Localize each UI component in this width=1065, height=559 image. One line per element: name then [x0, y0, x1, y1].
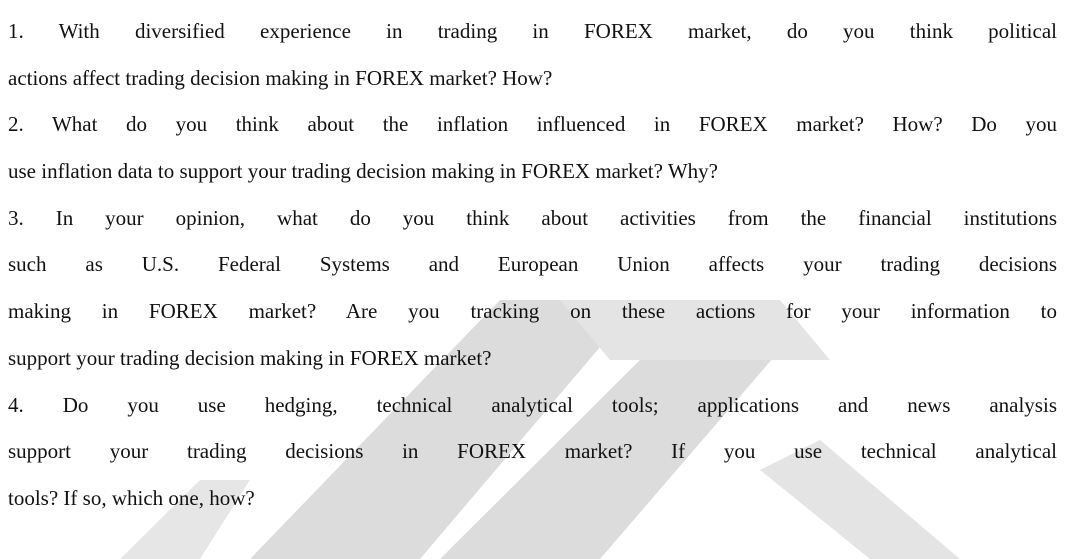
text-line: support your trading decisions in FOREX … [8, 439, 1057, 464]
text-line: actions affect trading decision making i… [8, 65, 553, 90]
question: 1. With diversified experience in tradin… [8, 8, 1057, 101]
text-line: 3. In your opinion, what do you think ab… [8, 205, 1057, 230]
watermark-shape [760, 440, 960, 559]
question: 2. What do you think about the inflation… [8, 101, 1057, 194]
question: 4. Do you use hedging, technical analyti… [8, 382, 1057, 522]
text-line: use inflation data to support your tradi… [8, 159, 718, 184]
text-line: tools? If so, which one, how? [8, 485, 255, 510]
text-line: such as U.S. Federal Systems and Europea… [8, 252, 1057, 277]
text-line: support your trading decision making in … [8, 345, 492, 370]
document: 1. With diversified experience in tradin… [8, 8, 1057, 522]
text-line: 4. Do you use hedging, technical analyti… [8, 392, 1057, 417]
watermark-shape [560, 300, 830, 360]
text-line: making in FOREX market? Are you tracking… [8, 299, 1057, 324]
watermark-shape [120, 480, 250, 559]
text-line: 1. With diversified experience in tradin… [8, 19, 1057, 43]
watermark-shape [250, 300, 640, 559]
question: 3. In your opinion, what do you think ab… [8, 195, 1057, 382]
watermark-shape [440, 350, 780, 559]
text-line: 2. What do you think about the inflation… [8, 112, 1057, 137]
